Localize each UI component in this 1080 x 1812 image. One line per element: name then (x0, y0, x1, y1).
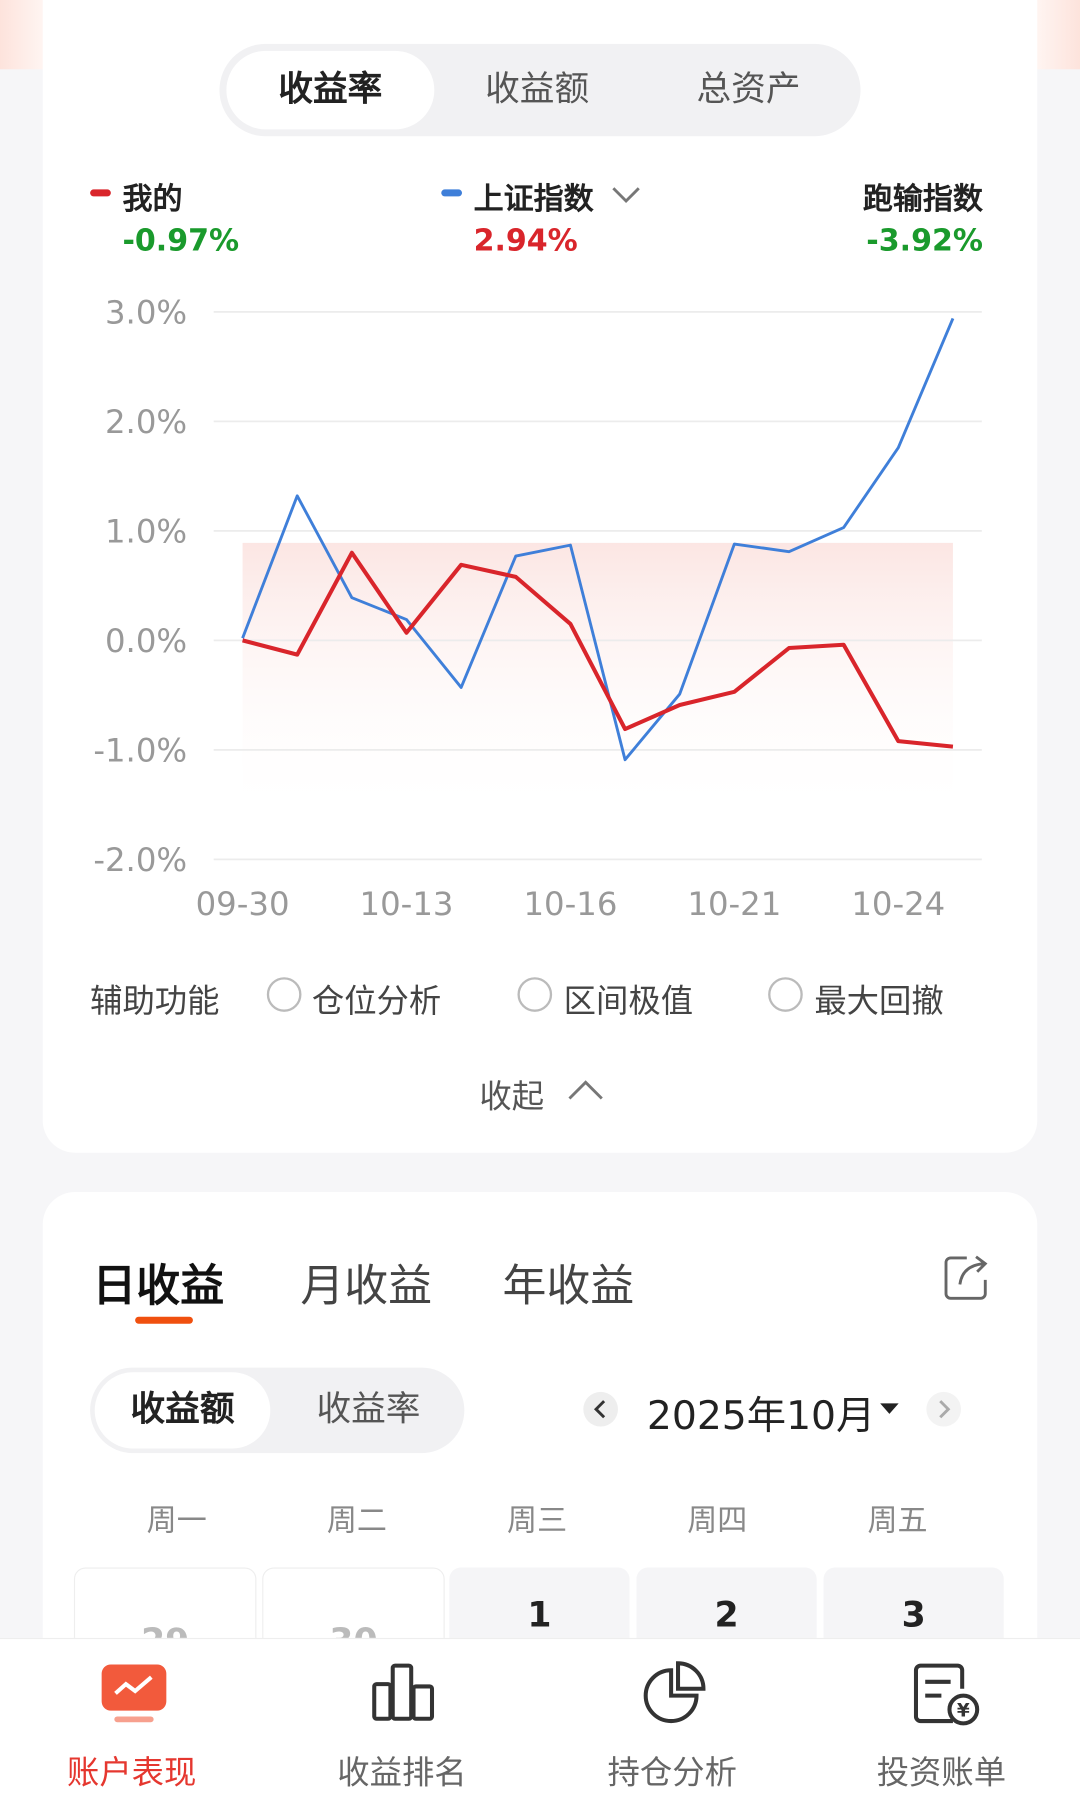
weekday: 周一 (146, 1503, 207, 1539)
day-number: 1 (527, 1595, 552, 1636)
collapse[interactable]: 收起 (479, 1077, 545, 1116)
weekday: 周三 (507, 1503, 568, 1539)
collapse-icon[interactable] (566, 1077, 605, 1102)
nav-icon[interactable] (641, 1659, 713, 1728)
period-tab[interactable]: 年收益 (502, 1260, 635, 1312)
y-tick-label: -2.0% (93, 841, 187, 879)
legend-value: -3.92% (866, 224, 983, 259)
day-number: 2 (714, 1595, 739, 1636)
series-line (241, 317, 955, 762)
chart-tabs: 收益率 收益额 总资产 (219, 43, 861, 137)
y-tick-label: -1.0% (93, 731, 187, 769)
x-tick-label: 10-21 (687, 885, 781, 923)
y-tick-label: 0.0% (105, 622, 187, 660)
nav-icon[interactable]: ¥ (909, 1659, 983, 1728)
legend-label: 我的 (122, 182, 183, 218)
aux-option[interactable]: 仓位分析 (311, 981, 442, 1020)
bottom-nav (0, 1637, 1080, 1812)
period-tab[interactable]: 日收益 (92, 1260, 225, 1312)
line-chart: 3.0% 2.0% 1.0% 0.0% -1.0% -2.0%09-30 10-13 10-1… (93, 293, 982, 923)
day-number: 3 (901, 1595, 926, 1636)
radio[interactable] (266, 977, 302, 1012)
weekday: 周二 (326, 1503, 387, 1539)
month-dropdown[interactable] (878, 1400, 901, 1416)
x-tick-label: 10-13 (360, 885, 454, 923)
svg-text:¥: ¥ (957, 1700, 970, 1721)
share-icon[interactable] (941, 1252, 992, 1303)
period-tab[interactable]: 月收益 (300, 1260, 433, 1312)
legend-value: -0.97% (122, 224, 240, 259)
dropdown-icon[interactable] (610, 183, 642, 206)
mode-tab[interactable]: 收益额 (94, 1372, 271, 1449)
x-tick-label: 10-24 (851, 885, 945, 923)
tab[interactable]: 收益额 (485, 69, 590, 110)
nav-icon[interactable] (98, 1661, 170, 1726)
legend-label: 跑输指数 (862, 182, 983, 218)
y-tick-label: 3.0% (105, 293, 187, 331)
tab-indicator (135, 1316, 193, 1324)
nav-label[interactable]: 持仓分析 (607, 1753, 737, 1792)
series-line (242, 550, 954, 749)
weekday: 周四 (687, 1503, 748, 1539)
mode-tabs: 收益额 收益率 (90, 1367, 465, 1454)
aux-option[interactable]: 最大回撤 (814, 981, 944, 1020)
legend-swatch (441, 189, 463, 197)
x-tick-label: 10-16 (523, 885, 617, 923)
mode-tab[interactable]: 收益率 (316, 1389, 421, 1430)
weekday: 周五 (867, 1503, 928, 1539)
tab[interactable]: 收益率 (226, 50, 435, 130)
radio[interactable] (517, 977, 553, 1012)
nav-label[interactable]: 投资账单 (876, 1753, 1007, 1792)
legend-swatch (90, 189, 111, 197)
y-tick-label: 1.0% (105, 512, 187, 550)
x-tick-label: 09-30 (196, 885, 290, 923)
area-shade (242, 542, 953, 821)
nav-label[interactable]: 账户表现 (66, 1753, 197, 1792)
tab[interactable]: 总资产 (696, 69, 801, 110)
aux-label: 辅助功能 (90, 981, 220, 1020)
nav-icon[interactable] (370, 1661, 442, 1726)
y-tick-label: 2.0% (105, 403, 187, 441)
prev-month[interactable] (583, 1391, 618, 1427)
nav-label[interactable]: 收益排名 (337, 1753, 467, 1792)
legend-value: 2.94% (473, 224, 578, 259)
next-month[interactable] (926, 1391, 962, 1427)
aux-option[interactable]: 区间极值 (563, 981, 694, 1020)
month[interactable]: 2025年10月 (646, 1393, 876, 1440)
radio[interactable] (768, 977, 803, 1012)
legend-label[interactable]: 上证指数 (473, 182, 594, 218)
